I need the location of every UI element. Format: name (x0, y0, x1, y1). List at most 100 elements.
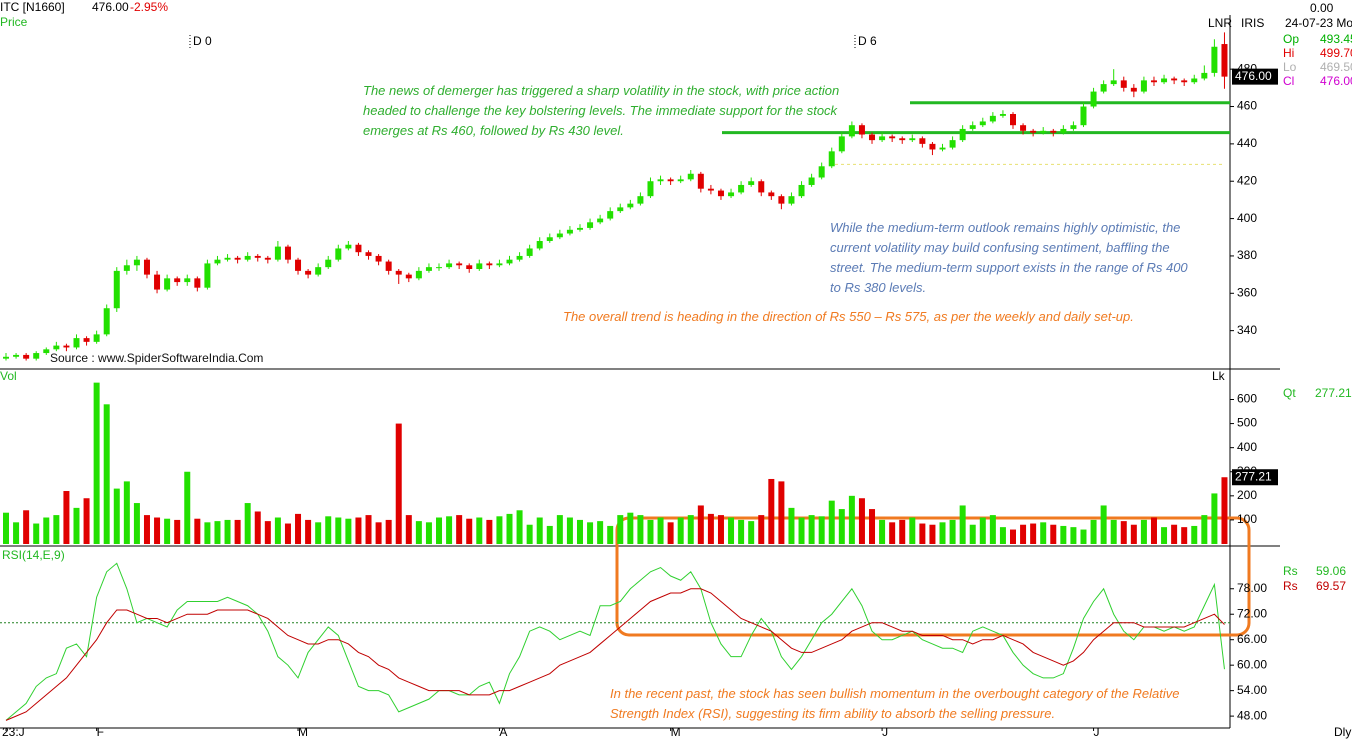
volume-bar (214, 521, 221, 544)
volume-bar (919, 523, 926, 544)
candle-body (295, 259, 302, 271)
candle-body (496, 263, 503, 266)
value-tag (1232, 469, 1278, 486)
candle-body (959, 128, 966, 141)
x-tick-label: M (298, 725, 308, 739)
candle-body (717, 190, 724, 197)
volume-bar (516, 510, 523, 544)
volume-bar (385, 519, 392, 544)
event-label: D 0 (193, 34, 212, 48)
candle-body (889, 136, 896, 139)
candle-body (697, 173, 704, 189)
period: Dly (1334, 725, 1351, 739)
volume-bar (1150, 517, 1157, 544)
volume-bar (798, 517, 805, 544)
y-tick-label: 200 (1237, 488, 1257, 502)
legend-value: 59.06 (1316, 564, 1346, 578)
candle-body (234, 257, 241, 260)
volume-bar (53, 515, 60, 544)
candle-body (486, 263, 493, 266)
candle-body (1150, 80, 1157, 83)
legend-label: Rs (1283, 579, 1298, 593)
volume-bar (1201, 515, 1208, 544)
legend-label: Qt (1283, 386, 1296, 400)
volume-bar (576, 519, 583, 544)
candle-body (838, 136, 845, 152)
volume-bar (295, 513, 302, 544)
candle-body (425, 267, 432, 271)
volume-bar (707, 513, 714, 544)
candle-body (848, 125, 855, 137)
volume-bar (808, 515, 815, 544)
annotation: The overall trend is heading in the dire… (563, 309, 1134, 324)
candle-body (597, 218, 604, 223)
volume-bar (264, 521, 271, 544)
volume-bar (103, 404, 110, 544)
candle-body (1120, 80, 1127, 88)
y-tick-label: 420 (1237, 173, 1257, 187)
price: 476.00 (92, 0, 129, 14)
candle-body (647, 181, 654, 197)
volume-bar (556, 515, 563, 544)
candle-body (466, 265, 473, 270)
candle-body (63, 345, 70, 348)
info-value: 493.45 (1320, 32, 1352, 46)
volume-bar (1161, 527, 1168, 544)
y-tick-label: 48.00 (1237, 708, 1267, 722)
indicator: IRIS (1241, 16, 1264, 30)
volume-bar (788, 507, 795, 544)
candle-body (385, 261, 392, 271)
volume-bar (133, 503, 140, 544)
candle-body (1110, 80, 1117, 85)
candle-body (738, 184, 745, 193)
candle-body (607, 211, 614, 219)
info-value: 499.70 (1320, 46, 1352, 60)
volume-bar (889, 522, 896, 544)
candle-body (566, 229, 573, 234)
y-tick-label: 72.00 (1237, 606, 1267, 620)
candle-body (687, 173, 694, 180)
volume-bar (728, 517, 735, 544)
candle-body (667, 179, 674, 182)
volume-bar (1221, 477, 1228, 544)
volume-bar (204, 522, 211, 544)
candle-body (476, 263, 483, 270)
volume-bar (1040, 522, 1047, 544)
volume-bar (1060, 525, 1067, 544)
volume-bar (184, 471, 191, 544)
volume-bar (818, 516, 825, 544)
unit: Lk (1212, 369, 1226, 383)
volume-bar (345, 518, 352, 544)
volume-bar (899, 519, 906, 544)
date: 24-07-23 Mo (1285, 16, 1352, 30)
y-tick-label: 100 (1237, 512, 1257, 526)
candle-body (1040, 130, 1047, 133)
volume-bar (224, 519, 231, 544)
candle-body (1201, 72, 1208, 79)
y-tick-label: 78.00 (1237, 581, 1267, 595)
info-value: 469.50 (1320, 60, 1352, 74)
y-tick-label: 340 (1237, 323, 1257, 337)
candle-body (174, 278, 181, 283)
candle-body (939, 147, 946, 150)
volume-bar (143, 515, 150, 544)
candle-body (808, 177, 815, 185)
volume-bar (1211, 493, 1218, 544)
candle-body (707, 188, 714, 191)
candle-body (325, 259, 332, 268)
candle-body (395, 270, 402, 275)
candle-body (133, 259, 140, 266)
rsi-line (5, 562, 1225, 721)
candle-body (677, 179, 684, 182)
candle-body (979, 121, 986, 126)
volume-bar (869, 509, 876, 544)
volume-bar (425, 522, 432, 544)
info-label: Cl (1283, 74, 1294, 88)
candle-body (83, 338, 90, 342)
info-label: Op (1283, 32, 1299, 46)
y-tick-label: 54.00 (1237, 683, 1267, 697)
volume-bar (1191, 525, 1198, 544)
candle-body (73, 338, 80, 348)
symbol: ITC [N1660] (0, 0, 65, 14)
candle-body (446, 263, 453, 268)
